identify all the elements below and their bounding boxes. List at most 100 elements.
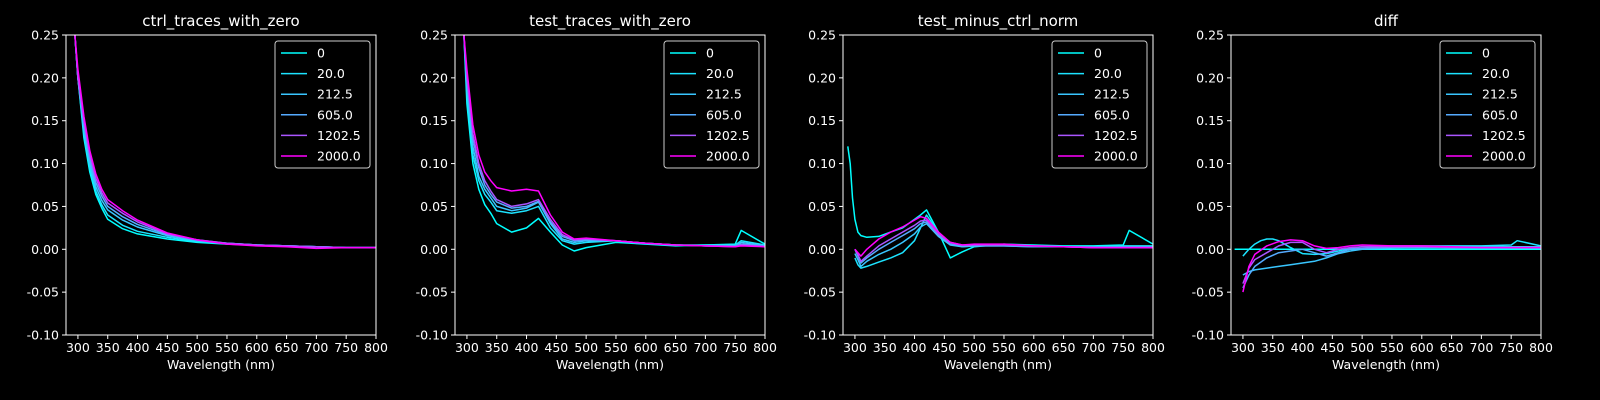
legend-label-3: 212.5 — [706, 87, 742, 102]
chart-title: diff — [1374, 12, 1399, 30]
chart-title: ctrl_traces_with_zero — [142, 12, 299, 31]
y-tick-label: 0.15 — [31, 113, 59, 128]
legend-label-6: 2000.0 — [1094, 149, 1138, 164]
axes-frame — [65, 34, 377, 336]
legend-label-1: 0 — [706, 46, 714, 61]
series-line-6 — [463, 35, 765, 248]
series-line-6 — [854, 215, 1153, 257]
legend-box — [663, 40, 760, 169]
x-tick-label: 650 — [1440, 340, 1464, 355]
axes-frame — [1230, 34, 1542, 336]
y-tick-label: 0.20 — [808, 70, 836, 85]
axes-frame — [842, 34, 1154, 336]
x-tick-label: 700 — [693, 340, 717, 355]
y-tick-label: 0.10 — [31, 156, 59, 171]
y-tick-label: 0.20 — [1196, 70, 1224, 85]
x-tick-label: 550 — [215, 340, 239, 355]
x-tick-label: 550 — [992, 340, 1016, 355]
x-tick-label: 600 — [634, 340, 658, 355]
legend-label-6: 2000.0 — [706, 149, 750, 164]
legend-label-2: 20.0 — [317, 66, 345, 81]
y-tick-label: 0.25 — [1196, 28, 1224, 43]
x-tick-label: 600 — [1410, 340, 1434, 355]
chart-panel-3: 300 350 400 450 500 550 600 650 700 750 800 -0.10 -0… — [804, 12, 1165, 372]
chart-title: test_traces_with_zero — [529, 12, 691, 31]
y-tick-label: 0.00 — [420, 242, 448, 257]
legend-label-1: 0 — [1094, 46, 1102, 61]
y-tick-label: 0.15 — [808, 113, 836, 128]
series-line-6 — [74, 35, 376, 250]
legend-label-1: 0 — [317, 46, 325, 61]
x-tick-label: 550 — [1380, 340, 1404, 355]
x-tick-label: 400 — [1291, 340, 1315, 355]
legend: 0 20.0 212.5 605.0 1202.5 2000.0 — [1439, 40, 1536, 169]
x-tick-label: 600 — [1022, 340, 1046, 355]
legend-label-4: 605.0 — [1094, 107, 1130, 122]
y-tick-label: 0.25 — [31, 28, 59, 43]
x-tick-label: 750 — [1499, 340, 1523, 355]
legend-label-5: 1202.5 — [706, 128, 750, 143]
x-tick-label: 550 — [604, 340, 628, 355]
x-tick-label: 450 — [155, 340, 179, 355]
series-group — [847, 146, 1153, 269]
x-tick-label: 300 — [843, 340, 867, 355]
x-tick-label: 450 — [932, 340, 956, 355]
legend-label-5: 1202.5 — [1094, 128, 1138, 143]
chart-panel-2: 300 350 400 450 500 550 600 650 700 750 800 -0.10 -0… — [416, 12, 777, 372]
series-line-6 — [1242, 239, 1541, 293]
y-tick-label: 0.05 — [31, 199, 59, 214]
y-tick-label: 0.00 — [1196, 242, 1224, 257]
x-tick-label: 500 — [574, 340, 598, 355]
legend-label-3: 212.5 — [1482, 87, 1518, 102]
x-tick-label: 750 — [334, 340, 358, 355]
legend-label-6: 2000.0 — [1482, 149, 1526, 164]
y-tick-label: 0.25 — [420, 28, 448, 43]
chart-panel-4: 300 350 400 450 500 550 600 650 700 750 800 -0.10 -0… — [1192, 12, 1553, 372]
legend-label-3: 212.5 — [1094, 87, 1130, 102]
x-tick-label: 500 — [962, 340, 986, 355]
y-tick-label: 0.10 — [1196, 156, 1224, 171]
y-tick-label: 0.20 — [420, 70, 448, 85]
y-tick-label: 0.10 — [808, 156, 836, 171]
x-tick-label: 750 — [723, 340, 747, 355]
y-tick-label: 0.25 — [808, 28, 836, 43]
x-tick-label: 700 — [304, 340, 328, 355]
series-group — [1234, 238, 1541, 293]
legend-label-2: 20.0 — [1094, 66, 1122, 81]
y-tick-label: 0.05 — [808, 199, 836, 214]
y-tick-label: 0.10 — [420, 156, 448, 171]
y-tick-label: -0.05 — [804, 285, 836, 300]
legend-label-3: 212.5 — [317, 87, 353, 102]
legend: 0 20.0 212.5 605.0 1202.5 2000.0 — [663, 40, 760, 169]
y-tick-label: 0.20 — [31, 70, 59, 85]
y-tick-label: -0.10 — [1192, 328, 1224, 343]
series-group — [74, 35, 376, 250]
series-group — [463, 35, 765, 252]
legend-label-2: 20.0 — [1482, 66, 1510, 81]
legend-label-6: 2000.0 — [317, 149, 361, 164]
x-tick-label: 800 — [753, 340, 777, 355]
x-axis-label: Wavelength (nm) — [556, 357, 664, 372]
axes-frame — [454, 34, 766, 336]
y-tick-label: -0.10 — [804, 328, 836, 343]
x-tick-label: 500 — [1350, 340, 1374, 355]
x-tick-label: 500 — [185, 340, 209, 355]
y-tick-label: 0.15 — [420, 113, 448, 128]
legend-label-4: 605.0 — [706, 107, 742, 122]
x-tick-label: 450 — [544, 340, 568, 355]
chart-panel-1: 300 350 400 450 500 550 600 650 700 750 800 -0.10 -0… — [27, 12, 388, 372]
x-tick-label: 350 — [96, 340, 120, 355]
x-tick-label: 650 — [275, 340, 299, 355]
legend-label-1: 0 — [1482, 46, 1490, 61]
x-tick-label: 300 — [1231, 340, 1255, 355]
x-tick-label: 400 — [515, 340, 539, 355]
legend-label-2: 20.0 — [706, 66, 734, 81]
y-tick-label: 0.00 — [808, 242, 836, 257]
y-tick-label: -0.10 — [27, 328, 59, 343]
legend-label-5: 1202.5 — [317, 128, 361, 143]
legend: 0 20.0 212.5 605.0 1202.5 2000.0 — [274, 40, 371, 169]
y-tick-label: 0.05 — [420, 199, 448, 214]
x-tick-label: 800 — [1141, 340, 1165, 355]
y-tick-label: 0.00 — [31, 242, 59, 257]
x-tick-label: 350 — [485, 340, 509, 355]
